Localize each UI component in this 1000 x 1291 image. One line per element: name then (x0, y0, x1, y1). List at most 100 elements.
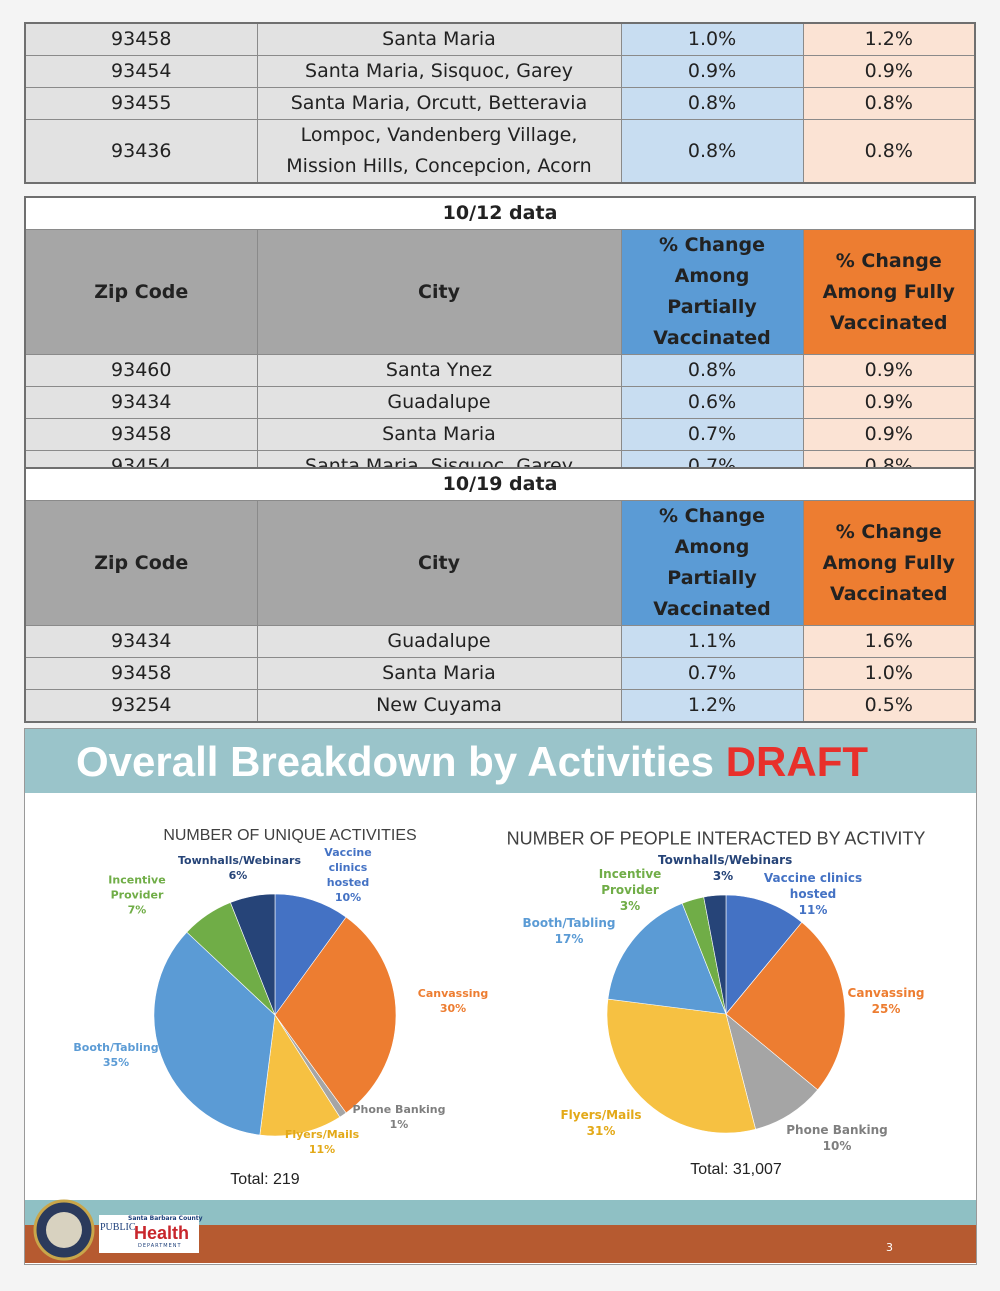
slice-category: Vaccine clinics hosted (324, 846, 372, 889)
slice-value-label: 31% (586, 1124, 616, 1138)
table-cell: 0.9% (802, 55, 976, 88)
slide-title-bar (25, 729, 976, 793)
slice-category: Incentive Provider (598, 867, 662, 897)
table-cell: 0.9% (802, 354, 976, 387)
slice-value-label: 30% (439, 1002, 467, 1015)
pie-slice (725, 1013, 819, 1130)
pie-slice (725, 921, 846, 1091)
column-header: % Change Among Fully Vaccinated (802, 229, 976, 355)
column-header: % Change Among Partially Vaccinated (620, 229, 804, 355)
slice-category: Townhalls/Webinars (658, 853, 793, 867)
table-cell: Santa Maria (256, 22, 622, 56)
pie-slice (703, 894, 727, 1015)
logo-public: PUBLIC (100, 1222, 136, 1233)
slice-label: Flyers/Mails 31% (556, 1107, 646, 1139)
table-cell: 1.2% (802, 22, 976, 56)
table-cell: 0.9% (802, 418, 976, 451)
table-cell: Lompoc, Vandenberg Village, Mission Hill… (256, 119, 622, 184)
slice-value-label: 35% (102, 1056, 130, 1069)
slice-value-label: 1% (389, 1118, 409, 1131)
logo-department: DEPARTMENT (138, 1243, 182, 1249)
slice-value-label: 7% (127, 903, 147, 917)
table-cell: 0.6% (620, 386, 804, 419)
slice-category: Booth/Tabling (73, 1041, 159, 1054)
table-cell: 1.1% (620, 625, 804, 658)
slice-label: Canvassing 25% (841, 985, 931, 1017)
slice-category: Booth/Tabling (522, 916, 616, 930)
table-cell: Guadalupe (256, 386, 622, 419)
table-cell: 1.6% (802, 625, 976, 658)
slice-value-label: 11% (798, 903, 828, 917)
table-cell: 0.8% (620, 119, 804, 184)
slice-value-label: 3% (712, 869, 734, 883)
table-cell: 0.8% (802, 87, 976, 120)
table-cell: 93454 (24, 55, 258, 88)
slice-value-label: 10% (334, 891, 362, 904)
data-table: 93458 Santa Maria 1.0% 1.2% 93454 Santa Maria… (24, 22, 976, 184)
slice-category: Flyers/Mails (284, 1128, 360, 1141)
table-title: 10/12 data (24, 196, 976, 230)
slice-label: Booth/Tabling 17% (519, 915, 619, 947)
slice-category: Townhalls/Webinars (178, 854, 302, 867)
slice-label: Incentive Provider 3% (570, 866, 690, 914)
slice-value-label: 17% (554, 932, 584, 946)
slice-label: Vaccine clinics hosted 11% (763, 870, 863, 918)
column-header: Zip Code (24, 229, 258, 355)
slice-value-label: 6% (228, 869, 248, 882)
table-cell: 93254 (24, 689, 258, 723)
table-cell: New Cuyama (256, 689, 622, 723)
pie-slice (274, 916, 397, 1114)
column-header: % Change Among Fully Vaccinated (802, 500, 976, 626)
table-title: 10/19 data (24, 467, 976, 501)
table-cell: Santa Maria, Orcutt, Betteravia (256, 87, 622, 120)
table-cell: 0.5% (802, 689, 976, 723)
slice-value-label: 11% (308, 1143, 336, 1156)
chart-title: NUMBER OF UNIQUE ACTIVITIES (163, 827, 417, 844)
table-cell: 1.0% (802, 657, 976, 690)
table-cell: 93434 (24, 625, 258, 658)
table-cell: 93436 (24, 119, 258, 184)
table-cell: 0.7% (620, 418, 804, 451)
column-header: Zip Code (24, 500, 258, 626)
county-seal (46, 1212, 82, 1248)
column-header: City (256, 229, 622, 355)
pie-slice (606, 998, 756, 1134)
slice-value-label: 25% (871, 1002, 901, 1016)
table-cell: 0.8% (620, 87, 804, 120)
table-cell: 1.0% (620, 22, 804, 56)
table-row: 93458 Santa Maria 0.7% 0.9% (24, 418, 976, 451)
table-cell: 0.8% (802, 119, 976, 184)
page-number: 3 (886, 1241, 893, 1254)
table-cell: 93434 (24, 386, 258, 419)
table-row: 93458 Santa Maria 0.7% 1.0% (24, 657, 976, 690)
column-header: % Change Among Partially Vaccinated (620, 500, 804, 626)
table-cell: 0.8% (620, 354, 804, 387)
chart-annotation: Total: 31,007 (690, 1161, 782, 1178)
pie-slice (725, 894, 803, 1015)
table-cell: 0.9% (802, 386, 976, 419)
slide-title-draft: DRAFT (725, 738, 869, 785)
table-cell: 93458 (24, 657, 258, 690)
table-row: 93454 Santa Maria, Sisquoc, Garey 0.9% 0.9% (24, 55, 976, 88)
pie-slice (230, 893, 276, 1016)
table-cell: Guadalupe (256, 625, 622, 658)
table-cell: Santa Maria, Sisquoc, Garey (256, 55, 622, 88)
table-row: 93254 New Cuyama 1.2% 0.5% (24, 689, 976, 723)
slice-category: Phone Banking (352, 1103, 446, 1116)
slice-label: Incentive Provider 7% (82, 873, 192, 918)
slice-label: Phone Banking 10% (782, 1122, 892, 1154)
pie-slice (607, 902, 727, 1015)
slice-category: Canvassing (847, 986, 925, 1000)
slice-label: Phone Banking 1% (349, 1102, 449, 1132)
table-cell: 93458 (24, 418, 258, 451)
table-row: 93436 Lompoc, Vandenberg Village, Mission… (24, 119, 976, 184)
logo-box (99, 1215, 199, 1253)
table-cell: 93460 (24, 354, 258, 387)
slice-label: Canvassing 30% (408, 986, 498, 1016)
table-cell: 0.7% (620, 657, 804, 690)
table-row: 93460 Santa Ynez 0.8% 0.9% (24, 354, 976, 387)
table-cell: 93458 (24, 22, 258, 56)
data-table: 10/19 data Zip Code City% Change Among Par… (24, 467, 977, 723)
slice-category: Canvassing (417, 987, 489, 1000)
